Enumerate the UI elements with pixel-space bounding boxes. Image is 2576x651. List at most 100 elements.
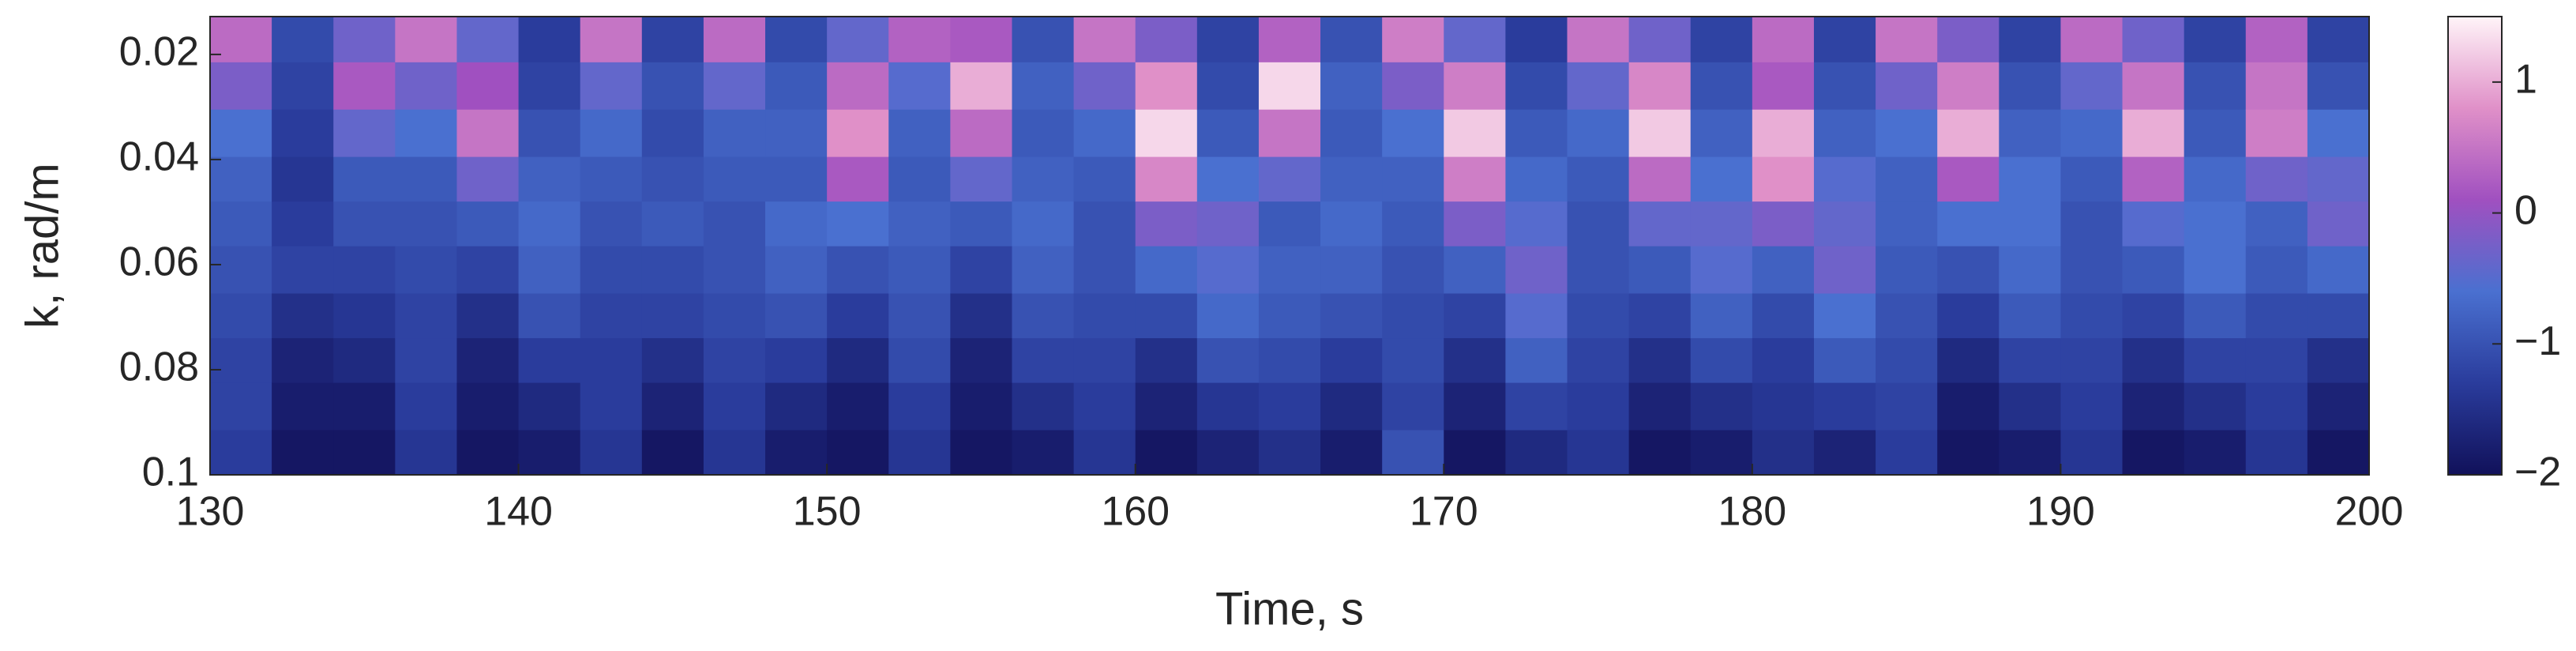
heatmap-cell (272, 201, 334, 247)
heatmap-cell (1690, 17, 1753, 63)
heatmap-cell (210, 293, 272, 339)
heatmap-cell (2122, 17, 2185, 63)
heatmap-cell (1567, 156, 1630, 202)
heatmap-cell (950, 338, 1013, 384)
heatmap-cell (1628, 62, 1692, 111)
heatmap-cell (1752, 17, 1815, 63)
heatmap-cell (456, 109, 520, 158)
heatmap-cell (1752, 201, 1815, 247)
heatmap-cell (272, 109, 334, 158)
heatmap-cell (2184, 430, 2247, 476)
heatmap-cell (395, 156, 458, 202)
heatmap-cell (272, 338, 334, 384)
heatmap-cell (765, 338, 828, 384)
heatmap-cell (2122, 430, 2185, 476)
heatmap-cell (456, 156, 520, 202)
heatmap-cell (1196, 156, 1260, 202)
heatmap-cell (210, 201, 272, 247)
heatmap-cell (456, 246, 520, 295)
heatmap-cell (765, 62, 828, 111)
heatmap-cell (1012, 246, 1075, 295)
heatmap-cell (333, 293, 396, 339)
heatmap-cell (1012, 201, 1075, 247)
heatmap-cell (2122, 293, 2185, 339)
heatmap-cell (518, 17, 581, 63)
heatmap-cell (1444, 201, 1506, 247)
heatmap-cell (1813, 246, 1876, 295)
heatmap-cell (1876, 430, 1938, 476)
heatmap-cell (1628, 246, 1692, 295)
heatmap-cell (641, 338, 704, 384)
heatmap-cell (1196, 17, 1260, 63)
heatmap-cell (2184, 201, 2247, 247)
heatmap-cell (1628, 109, 1692, 158)
heatmap-cell (1444, 246, 1506, 295)
heatmap-cell (1444, 430, 1506, 476)
heatmap-cell (1073, 156, 1136, 202)
heatmap-cell (1813, 109, 1876, 158)
heatmap-cell (1258, 382, 1321, 431)
heatmap-cell (1196, 109, 1260, 158)
heatmap-cell (333, 62, 396, 111)
heatmap-cell (1258, 246, 1321, 295)
heatmap-cell (395, 109, 458, 158)
heatmap-cell (1505, 62, 1568, 111)
heatmap-cell (1135, 156, 1198, 202)
heatmap-cell (456, 293, 520, 339)
heatmap-cell (1999, 17, 2062, 63)
x-axis-label: Time, s (1215, 583, 1364, 634)
heatmap-cell (765, 201, 828, 247)
heatmap-cell (703, 62, 766, 111)
heatmap-cell (395, 62, 458, 111)
x-tick-label: 190 (2026, 489, 2095, 535)
heatmap-cell (2307, 109, 2370, 158)
heatmap-cell (1382, 382, 1444, 431)
heatmap-cell (456, 17, 520, 63)
heatmap-cell (1320, 109, 1383, 158)
heatmap-cell (1628, 201, 1692, 247)
heatmap-cell (1444, 156, 1506, 202)
heatmap-cell (1567, 201, 1630, 247)
heatmap-cell (1073, 17, 1136, 63)
heatmap-cell (2060, 382, 2124, 431)
heatmap-cell (2122, 201, 2185, 247)
heatmap-cell (1690, 430, 1753, 476)
heatmap-cell (1073, 382, 1136, 431)
heatmap-cell (580, 201, 643, 247)
heatmap-cell (1937, 201, 2000, 247)
heatmap-cell (1258, 293, 1321, 339)
heatmap-cell (2307, 201, 2370, 247)
heatmap-cell (1876, 382, 1938, 431)
heatmap-cell (210, 156, 272, 202)
heatmap-cell (1690, 382, 1753, 431)
heatmap-cell (641, 430, 704, 476)
heatmap-cell (1382, 62, 1444, 111)
heatmap-cell (1752, 338, 1815, 384)
heatmap-cell (1690, 109, 1753, 158)
heatmap-cell (1752, 109, 1815, 158)
heatmap-cell (950, 430, 1013, 476)
heatmap-cell (1876, 156, 1938, 202)
heatmap-cell (1382, 246, 1444, 295)
heatmap-cell (1937, 338, 2000, 384)
heatmap-cell (1135, 17, 1198, 63)
heatmap-cell (827, 17, 889, 63)
heatmap-cell (272, 293, 334, 339)
heatmap-cell (333, 430, 396, 476)
heatmap-cell (1444, 62, 1506, 111)
heatmap-cell (1999, 109, 2062, 158)
heatmap-cell (2245, 156, 2308, 202)
heatmap-cell (827, 338, 889, 384)
heatmap-cell (1505, 430, 1568, 476)
heatmap-cell (827, 62, 889, 111)
heatmap-cell (1320, 293, 1383, 339)
heatmap-cell (2184, 338, 2247, 384)
heatmap-cell (1937, 156, 2000, 202)
heatmap-cell (1937, 246, 2000, 295)
heatmap-cell (1937, 293, 2000, 339)
heatmap-cell (2307, 338, 2370, 384)
heatmap-cell (1382, 293, 1444, 339)
heatmap-cell (518, 430, 581, 476)
colorbar (2447, 16, 2503, 476)
heatmap-cell (210, 430, 272, 476)
